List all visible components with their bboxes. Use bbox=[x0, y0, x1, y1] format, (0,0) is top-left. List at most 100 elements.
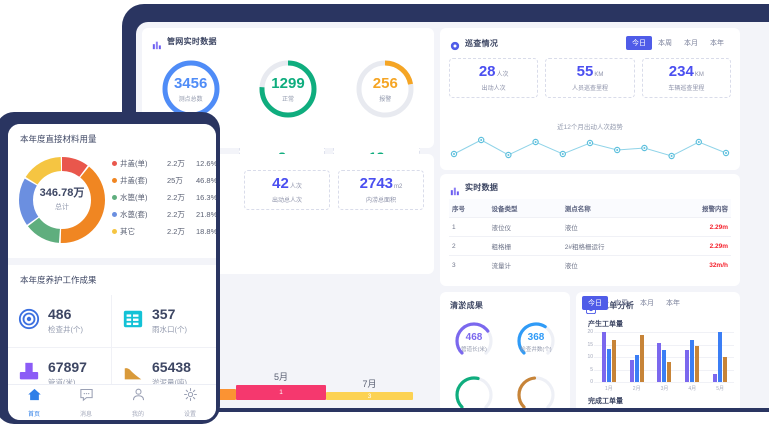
patrol-trend-panel: 近12个月出动人次趋势 bbox=[440, 116, 740, 170]
period-tab[interactable]: 本年 bbox=[666, 300, 680, 307]
flood-unit: 人次 bbox=[289, 184, 302, 190]
user-icon bbox=[131, 387, 146, 407]
legend-amount: 2.2万 bbox=[167, 158, 185, 168]
legend-label: 水蓖(套) bbox=[120, 209, 148, 219]
column-header: 测点名称 bbox=[561, 199, 658, 218]
period-tab[interactable]: 本月 bbox=[640, 300, 654, 307]
achieve-panel-header: 清淤成果 bbox=[440, 292, 570, 315]
dashboard-screen: 管网实时数据 3456 测点总数 1299 正常 256 报警 巡查情况 今日本… bbox=[136, 22, 769, 408]
order-panel-title: 工单分析 bbox=[601, 301, 635, 310]
period-tab[interactable]: 本月 bbox=[684, 40, 698, 47]
x-tick: 3月 bbox=[660, 385, 669, 392]
table-row[interactable]: 1 液位仪 液位 2.29m bbox=[449, 217, 731, 237]
nav-item[interactable]: 设置 bbox=[164, 385, 216, 420]
ranking-bar-item: 7月 3 bbox=[326, 379, 413, 400]
flood-caption: 出动总人次 bbox=[271, 198, 302, 204]
ranking-month: 7月 bbox=[362, 379, 377, 389]
legend-amount: 2.2万 bbox=[167, 209, 185, 219]
donut-slice bbox=[19, 157, 105, 243]
pipe-panel-title: 管网实时数据 bbox=[167, 37, 217, 46]
pipe-panel-header: 管网实时数据 bbox=[142, 28, 434, 51]
period-tab[interactable]: 今日 bbox=[582, 296, 608, 310]
achievement-item-value: 65438 bbox=[152, 359, 191, 375]
material-donut-wrap: 346.78万 总计 井盖(单) 2.2万 12.6% 井盖(套) 25万 46… bbox=[8, 154, 216, 258]
donut-total-label: 总计 bbox=[55, 204, 69, 211]
stat-caption: 出动人次 bbox=[481, 86, 506, 92]
period-tab[interactable]: 今日 bbox=[626, 36, 652, 50]
patrol-panel-header: 巡查情况 今日 本周 本月 本年 bbox=[440, 28, 740, 54]
period-tab[interactable]: 本周 bbox=[614, 300, 628, 307]
nav-item[interactable]: 消息 bbox=[60, 385, 112, 420]
legend-label: 水篦(单) bbox=[120, 192, 148, 202]
bar bbox=[601, 332, 606, 382]
legend-row: 井盖(单) 2.2万 12.6% bbox=[112, 158, 216, 169]
nav-item[interactable]: 我的 bbox=[112, 385, 164, 420]
period-tab[interactable]: 本年 bbox=[710, 40, 724, 47]
legend-percent: 46.8% bbox=[196, 175, 216, 185]
manhole-icon bbox=[18, 308, 40, 335]
legend-row: 其它 2.2万 18.8% bbox=[112, 226, 216, 237]
stat-caption: 车辆巡查里程 bbox=[668, 86, 705, 92]
legend-percent: 21.8% bbox=[196, 209, 216, 219]
bar bbox=[611, 339, 616, 382]
bar bbox=[695, 346, 700, 382]
gridline bbox=[594, 332, 734, 333]
y-tick: 15 bbox=[587, 341, 593, 348]
nav-item[interactable]: 首页 bbox=[8, 385, 60, 420]
donut-slice bbox=[19, 157, 105, 243]
period-tab[interactable]: 本周 bbox=[658, 40, 672, 47]
achievement-item: 357 雨水口(个) bbox=[112, 295, 216, 348]
patrol-period-tabs[interactable]: 今日 本周 本月 本年 bbox=[626, 36, 730, 50]
x-tick: 4月 bbox=[688, 385, 697, 392]
gauge-value: 3456 bbox=[173, 74, 208, 92]
gauge-ring: 1299 正常 bbox=[256, 57, 320, 121]
gauge-value: 1299 bbox=[271, 74, 305, 92]
stat-value: 28人次 bbox=[478, 63, 509, 80]
gauge-label: 测点总数 bbox=[178, 96, 203, 103]
bar bbox=[629, 360, 634, 382]
alarm-table: 序号 设备类型 测点名称 报警内容 1 液位仪 液位 2.29m 2 粗格栅 2#粗格… bbox=[449, 199, 731, 274]
column-header: 序号 bbox=[449, 199, 489, 218]
achievement-caption: 检查井数(个) bbox=[520, 347, 552, 353]
material-usage-card: 本年度直接材料用量 346.78万 总计 井盖(单) 2.2万 12.6% 井盖… bbox=[8, 124, 216, 258]
achievement-period-tabs[interactable]: 今日 本周 本月 本年 bbox=[582, 296, 686, 310]
bottom-navigation[interactable]: 首页 消息 我的 设置 bbox=[8, 384, 216, 420]
achievement-item-value: 67897 bbox=[48, 359, 87, 375]
material-legend: 井盖(单) 2.2万 12.6% 井盖(套) 25万 46.8% 水篦(单) 2… bbox=[108, 158, 216, 243]
cell-device: 流量计 bbox=[488, 255, 562, 274]
stat-value: 55KM bbox=[576, 63, 604, 80]
cell-no: 1 bbox=[449, 217, 489, 237]
achievement-gauge bbox=[444, 373, 504, 408]
patrol-stat-row: 28人次 出动人次 55KM 人员巡查里程 234KM 车辆巡查里程 bbox=[440, 54, 740, 98]
achievement-item-grid: 486 检查井(个) 357 雨水口(个) 67897 管道(米) 65438 … bbox=[8, 295, 216, 400]
stat-box: 234KM 车辆巡查里程 bbox=[641, 58, 731, 98]
bar bbox=[639, 335, 644, 382]
nav-label: 消息 bbox=[79, 412, 92, 418]
achievement-gauge-grid: 468 管道长(米) 368 检查井数(个) bbox=[440, 315, 570, 408]
y-axis: 0 5 10 15 20 bbox=[582, 329, 594, 385]
patrol-panel-title: 巡查情况 bbox=[465, 38, 499, 48]
achievement-item: 486 检查井(个) bbox=[8, 295, 112, 348]
column-header: 报警内容 bbox=[657, 199, 731, 218]
y-tick: 5 bbox=[590, 366, 593, 373]
gauge-label: 报警 bbox=[379, 96, 392, 103]
legend-percent: 18.8% bbox=[196, 226, 216, 236]
alarm-panel-title: 实时数据 bbox=[465, 183, 499, 192]
bar bbox=[606, 348, 611, 382]
table-row[interactable]: 3 流量计 液位 32m/h bbox=[449, 255, 731, 274]
bar bbox=[662, 349, 667, 382]
material-card-title: 本年度直接材料用量 bbox=[20, 134, 97, 144]
x-tick: 2月 bbox=[632, 385, 641, 392]
achievement-gauge bbox=[506, 373, 566, 408]
table-row[interactable]: 2 粗格栅 2#粗格栅运行 2.29m bbox=[449, 236, 731, 256]
table-header-row: 序号 设备类型 测点名称 报警内容 bbox=[449, 199, 731, 218]
x-tick: 5月 bbox=[716, 385, 724, 392]
order-bar-chart: 0 5 10 15 20 1月 2月 3月 4月 5月 bbox=[582, 329, 734, 394]
cell-alarm: 2.29m bbox=[657, 217, 731, 237]
donut-slice bbox=[19, 157, 105, 243]
legend-dot bbox=[112, 211, 117, 217]
sludge-icon bbox=[122, 361, 144, 388]
legend-row: 水蓖(套) 2.2万 21.8% bbox=[112, 209, 216, 220]
flood-value: 2743m2 bbox=[359, 175, 403, 192]
donut-total-value: 346.78万 bbox=[39, 187, 85, 199]
